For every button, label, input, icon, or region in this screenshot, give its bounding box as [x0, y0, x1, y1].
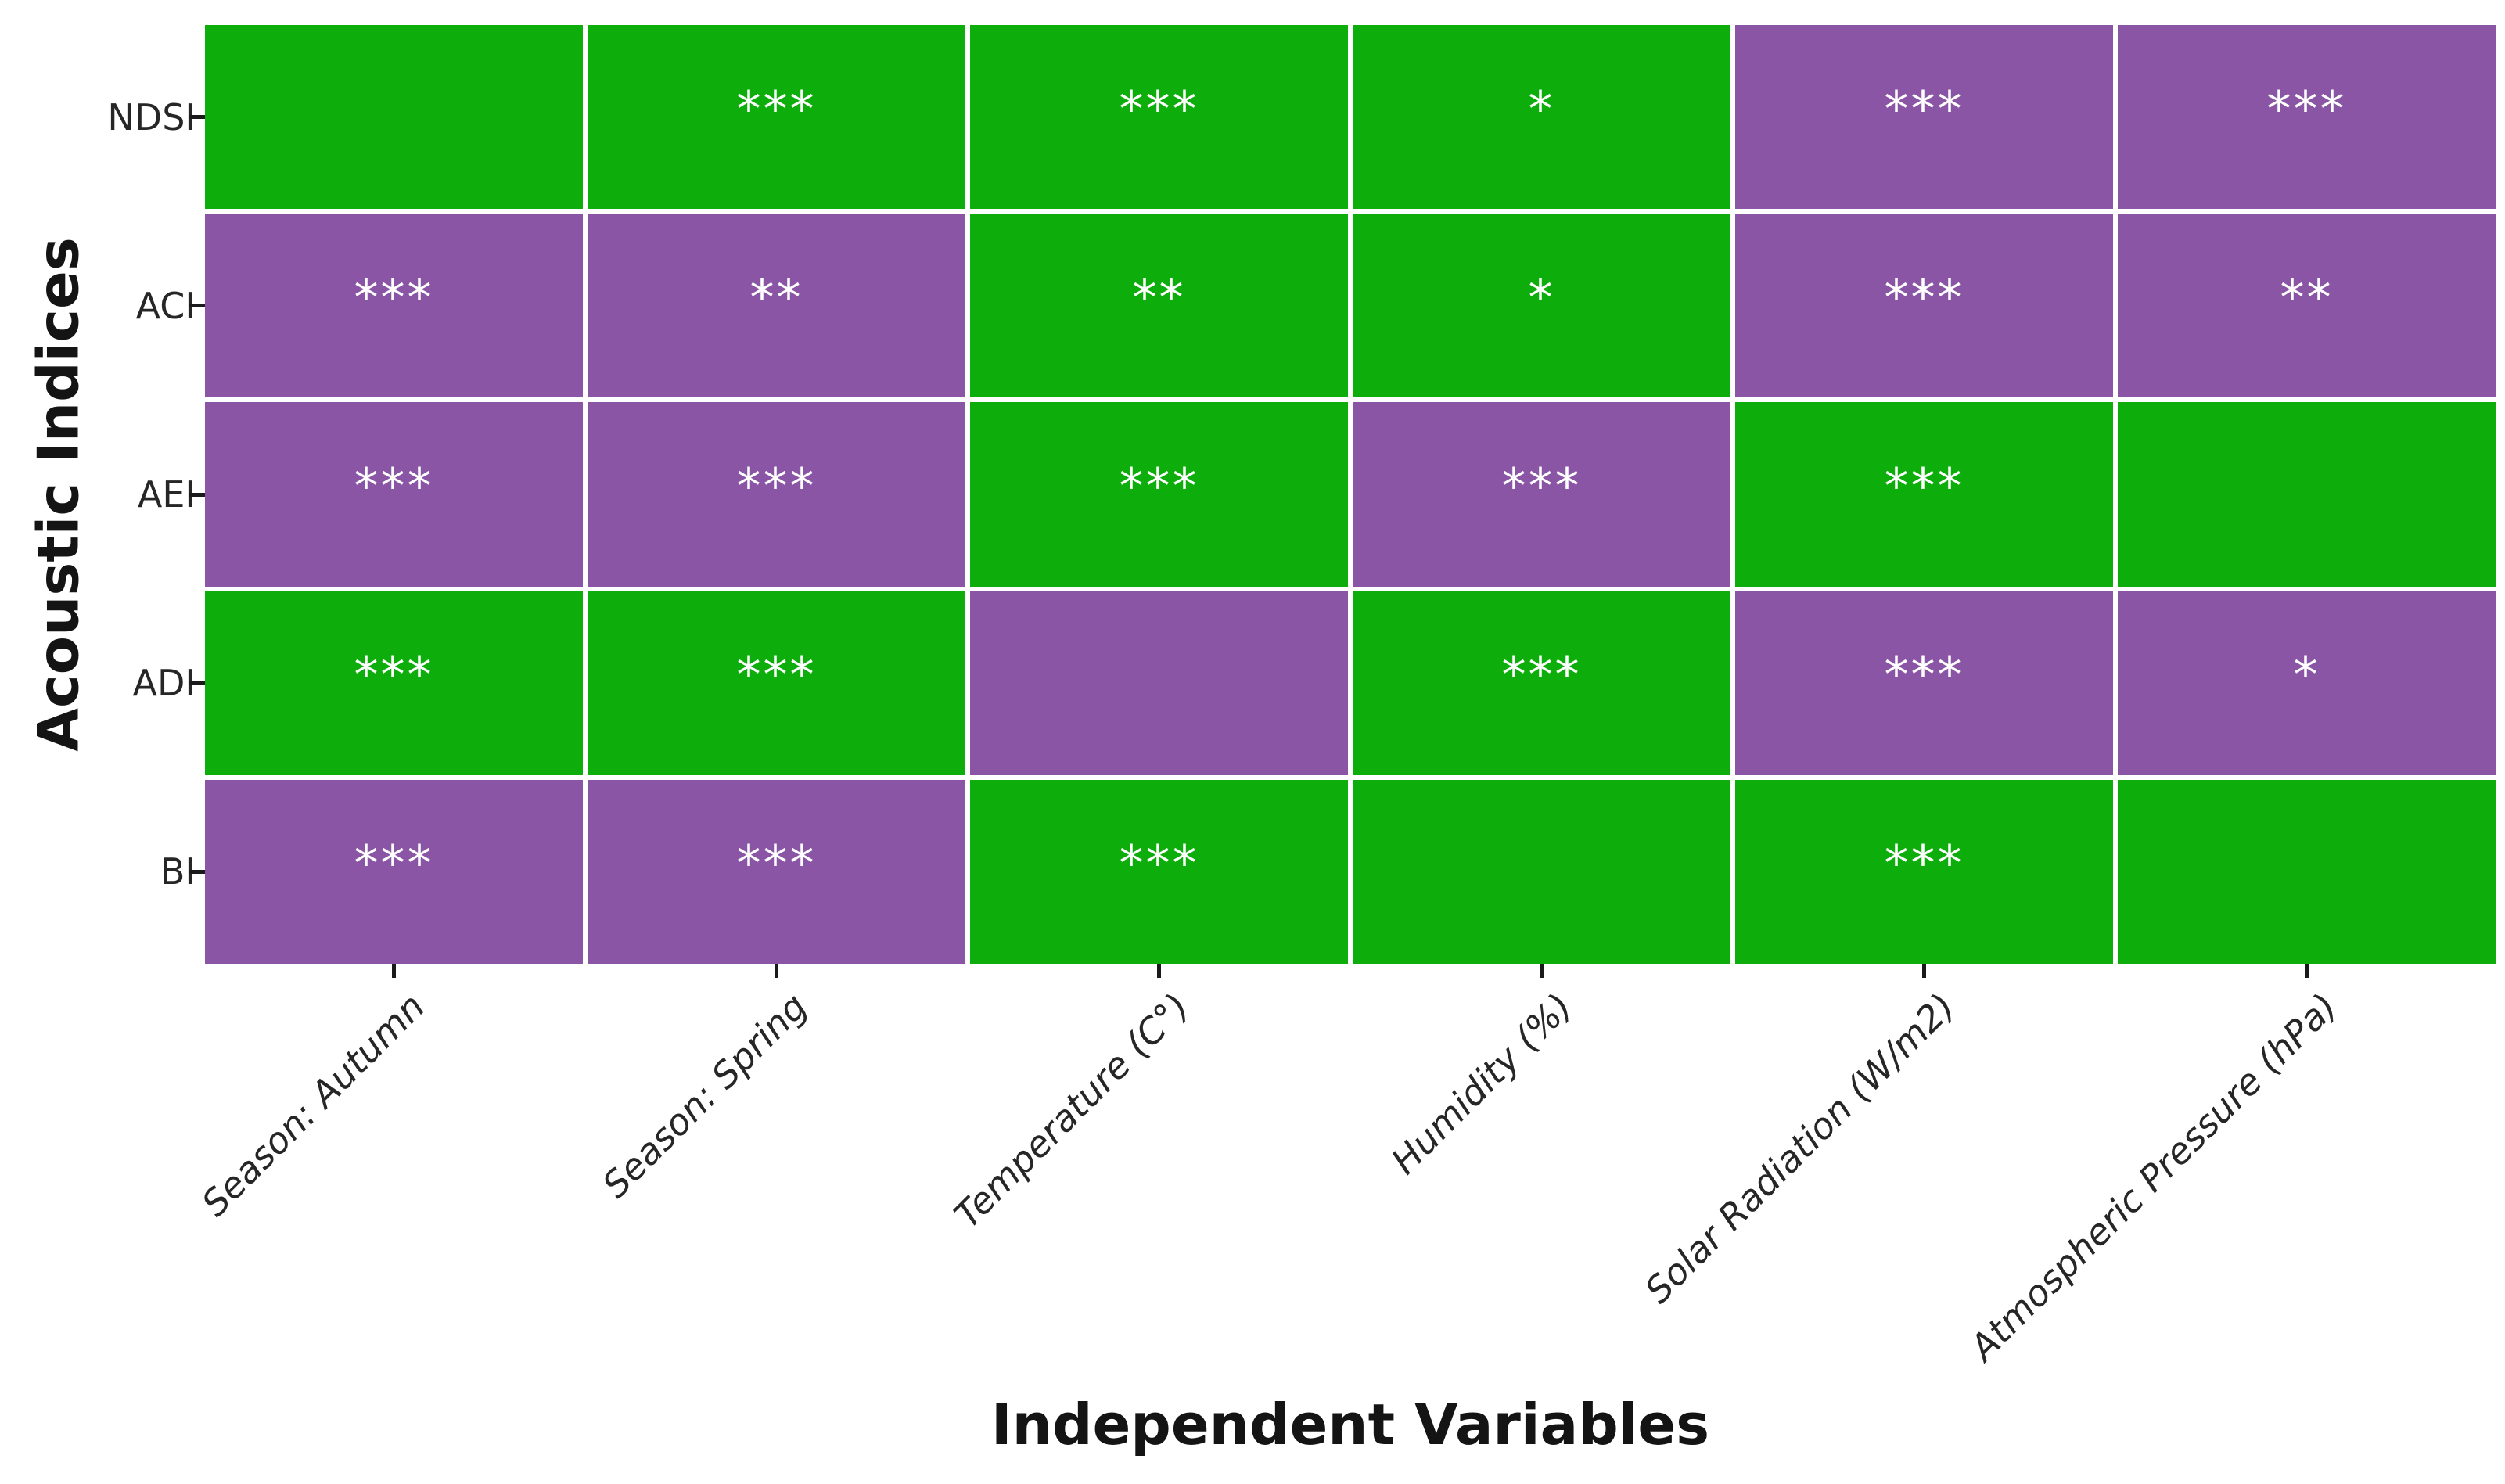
significance-label: ***: [1119, 835, 1199, 893]
heatmap-cell-adi-1: ***: [205, 591, 583, 775]
heatmap-cell-aei-2: ***: [588, 402, 965, 587]
significance-label: *: [2293, 646, 2320, 704]
x-tick-label-3: Temperature (C°): [946, 985, 1198, 1237]
significance-label: ***: [736, 457, 817, 515]
significance-label: ***: [354, 457, 434, 515]
x-tick-mark: [1157, 964, 1161, 978]
heatmap-cell-adi-2: ***: [588, 591, 965, 775]
heatmap-cell-bi-2: ***: [588, 779, 965, 964]
heatmap-grid: *** *** * *** *** *** ** ** * *** ** *** *** *** *** **…: [205, 25, 2496, 964]
y-tick-mark: [189, 304, 205, 308]
heatmap-cell-adi-5: ***: [1735, 591, 2113, 775]
x-tick-label-6: Atmospheric Pressure (hPa): [1961, 985, 2345, 1369]
significance-label: ***: [1119, 80, 1199, 138]
heatmap-cell-ndsi-6: ***: [2118, 25, 2496, 210]
significance-label: ***: [1884, 80, 1964, 138]
y-tick-label-aei: AEI: [137, 473, 196, 516]
x-tick-label-2: Season: Spring: [594, 985, 815, 1206]
significance-label: ***: [736, 835, 817, 893]
heatmap-cell-aci-5: ***: [1735, 214, 2113, 398]
significance-label: **: [1132, 268, 1186, 326]
y-tick-mark: [189, 115, 205, 120]
significance-label: ***: [1884, 835, 1964, 893]
x-tick-label-4: Humidity (%): [1382, 985, 1580, 1183]
heatmap-cell-aei-3: ***: [970, 402, 1348, 587]
heatmap-cell-aei-5: ***: [1735, 402, 2113, 587]
significance-label: ***: [1501, 457, 1582, 515]
x-tick-label-5: Solar Radiation (W/m2): [1636, 985, 1963, 1312]
heatmap-cell-aei-4: ***: [1353, 402, 1730, 587]
significance-label: ***: [1884, 268, 1964, 326]
heatmap-cell-ndsi-2: ***: [588, 25, 965, 210]
significance-label: ***: [736, 80, 817, 138]
significance-label: ***: [736, 646, 817, 704]
y-axis-title-wrap: Acoustic Indices: [0, 25, 117, 964]
heatmap-cell-ndsi-4: *: [1353, 25, 1730, 210]
significance-label: *: [1528, 80, 1555, 138]
heatmap-cell-aci-2: **: [588, 214, 965, 398]
y-tick-label-aci: ACI: [135, 284, 196, 327]
significance-label: ***: [1884, 646, 1964, 704]
heatmap-cell-bi-4: [1353, 779, 1730, 964]
heatmap-cell-ndsi-1: [205, 25, 583, 210]
y-axis-title: Acoustic Indices: [26, 237, 92, 752]
heatmap-cell-aei-1: ***: [205, 402, 583, 587]
y-tick-label-ndsi: NDSI: [107, 95, 196, 138]
x-tick-label-1: Season: Autumn: [192, 985, 433, 1225]
significance-label: ***: [354, 268, 434, 326]
y-tick-mark: [189, 869, 205, 874]
x-tick-mark: [1922, 964, 1926, 978]
heatmap-cell-adi-3: [970, 591, 1348, 775]
heatmap-cell-aci-6: **: [2118, 214, 2496, 398]
heatmap-cell-ndsi-5: ***: [1735, 25, 2113, 210]
heatmap-cell-adi-6: *: [2118, 591, 2496, 775]
significance-label: ***: [2266, 80, 2347, 138]
y-tick-mark: [189, 492, 205, 497]
significance-label: ***: [1884, 457, 1964, 515]
x-tick-mark: [1540, 964, 1544, 978]
significance-label: ***: [354, 646, 434, 704]
significance-label: *: [1528, 268, 1555, 326]
heatmap-cell-bi-3: ***: [970, 779, 1348, 964]
y-tick-mark: [189, 681, 205, 685]
y-tick-label-adi: ADI: [132, 662, 196, 705]
heatmap-cell-ndsi-3: ***: [970, 25, 1348, 210]
heatmap-cell-bi-1: ***: [205, 779, 583, 964]
significance-label: ***: [1119, 457, 1199, 515]
heatmap-cell-adi-4: ***: [1353, 591, 1730, 775]
heatmap-cell-aei-6: [2118, 402, 2496, 587]
significance-label: ***: [1501, 646, 1582, 704]
x-tick-mark: [775, 964, 778, 978]
significance-label: **: [2280, 268, 2334, 326]
heatmap-cell-aci-3: **: [970, 214, 1348, 398]
significance-label: ***: [354, 835, 434, 893]
x-axis-title: Independent Variables: [990, 1392, 1710, 1457]
x-tick-mark: [2305, 964, 2309, 978]
heatmap-cell-bi-5: ***: [1735, 779, 2113, 964]
x-tick-mark: [392, 964, 396, 978]
heatmap-cell-aci-1: ***: [205, 214, 583, 398]
significance-label: **: [749, 268, 803, 326]
heatmap-cell-bi-6: [2118, 779, 2496, 964]
heatmap-cell-aci-4: *: [1353, 214, 1730, 398]
